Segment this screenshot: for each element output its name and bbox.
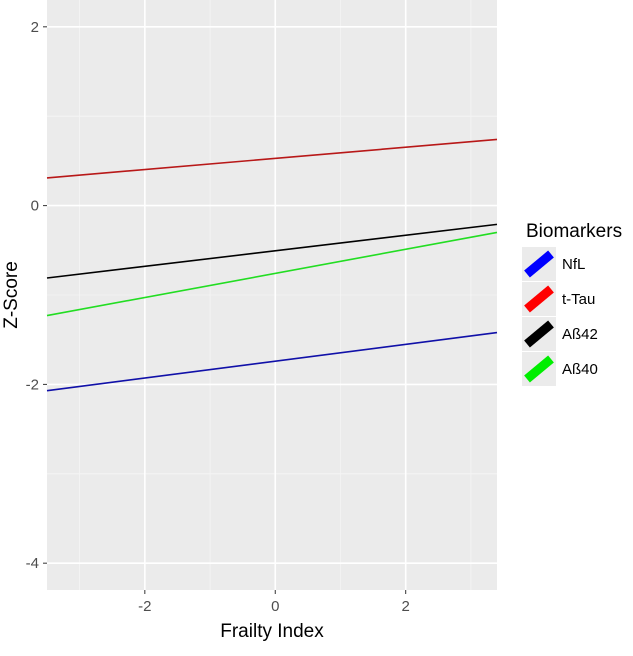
legend-label: NfL <box>562 256 585 273</box>
legend-item: Aß40 <box>522 352 598 386</box>
legend-label: t-Tau <box>562 291 595 308</box>
series-line-3 <box>46 223 498 279</box>
y-tick-label: 0 <box>31 198 39 215</box>
x-axis-ticks: -2 0 2 <box>138 590 410 615</box>
legend-label: Aß42 <box>562 326 598 343</box>
series-line-4 <box>46 231 498 317</box>
legend-label: Aß40 <box>562 361 598 378</box>
y-tick-label: -2 <box>26 376 39 393</box>
legend: Biomarkers NfL t-Tau Aß42 Aß40 <box>522 221 622 386</box>
y-tick-label: -4 <box>26 555 39 572</box>
legend-key-swatch <box>524 285 554 313</box>
legend-item: NfL <box>522 247 585 281</box>
legend-key-swatch <box>524 355 554 383</box>
legend-key-swatch <box>524 320 554 348</box>
series-line-1 <box>46 331 498 392</box>
legend-item: t-Tau <box>522 282 595 316</box>
legend-title: Biomarkers <box>526 221 622 242</box>
grid-minor <box>47 0 497 590</box>
legend-item: Aß42 <box>522 317 598 351</box>
x-tick-label: -2 <box>138 598 151 615</box>
x-tick-label: 0 <box>271 598 279 615</box>
y-tick-label: 2 <box>31 19 39 36</box>
series-lines <box>46 138 498 392</box>
grid-major <box>47 0 497 590</box>
y-axis-title: Z-Score <box>1 261 22 329</box>
series-line-2 <box>46 138 498 179</box>
x-tick-label: 2 <box>402 598 410 615</box>
legend-keys: NfL t-Tau Aß42 Aß40 <box>522 247 598 386</box>
legend-key-swatch <box>524 250 554 278</box>
x-axis-title: Frailty Index <box>220 621 324 642</box>
y-axis-ticks: 2 0 -2 -4 <box>26 19 47 572</box>
